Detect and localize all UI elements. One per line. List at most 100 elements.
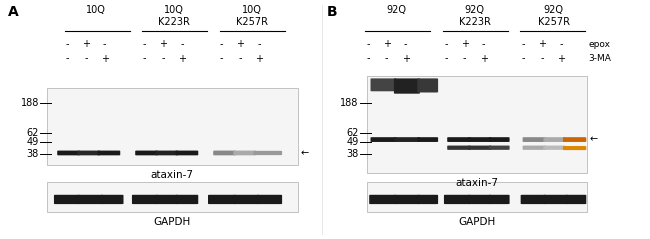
Bar	[367, 76, 587, 173]
Text: 49: 49	[27, 137, 39, 147]
Text: +: +	[383, 39, 391, 49]
FancyBboxPatch shape	[176, 195, 198, 204]
Text: -: -	[540, 54, 544, 64]
Text: +: +	[538, 39, 546, 49]
FancyBboxPatch shape	[543, 195, 568, 204]
Text: ←: ←	[300, 148, 309, 158]
FancyBboxPatch shape	[77, 151, 100, 155]
Text: +: +	[557, 54, 565, 64]
FancyBboxPatch shape	[468, 137, 491, 142]
Text: -: -	[366, 54, 370, 64]
Text: -: -	[482, 39, 486, 49]
FancyBboxPatch shape	[155, 195, 178, 204]
FancyBboxPatch shape	[155, 151, 178, 155]
Text: -: -	[366, 39, 370, 49]
FancyBboxPatch shape	[369, 195, 396, 204]
FancyBboxPatch shape	[132, 195, 158, 204]
Text: 188: 188	[341, 98, 359, 108]
Text: -: -	[220, 39, 224, 49]
FancyBboxPatch shape	[254, 151, 282, 155]
Text: GAPDH: GAPDH	[153, 217, 191, 228]
FancyBboxPatch shape	[417, 78, 438, 92]
FancyBboxPatch shape	[233, 195, 259, 204]
Bar	[47, 88, 298, 165]
Text: -: -	[180, 39, 184, 49]
FancyBboxPatch shape	[563, 146, 586, 150]
Bar	[47, 182, 298, 212]
FancyBboxPatch shape	[394, 78, 420, 94]
FancyBboxPatch shape	[370, 78, 396, 91]
Text: -: -	[142, 39, 146, 49]
Text: -: -	[257, 39, 261, 49]
Text: ataxin-7: ataxin-7	[456, 178, 499, 188]
Text: -: -	[444, 54, 448, 64]
Text: +: +	[82, 39, 90, 49]
FancyBboxPatch shape	[566, 195, 586, 204]
FancyBboxPatch shape	[394, 195, 420, 204]
FancyBboxPatch shape	[468, 146, 491, 150]
FancyBboxPatch shape	[135, 151, 158, 155]
FancyBboxPatch shape	[57, 151, 80, 155]
Text: B: B	[326, 5, 337, 19]
Text: -: -	[559, 39, 563, 49]
FancyBboxPatch shape	[370, 137, 396, 142]
Text: -: -	[521, 39, 525, 49]
Text: -: -	[463, 54, 467, 64]
Text: 10Q: 10Q	[86, 5, 106, 15]
Text: -: -	[239, 54, 242, 64]
FancyBboxPatch shape	[543, 137, 566, 142]
Text: -: -	[521, 54, 525, 64]
Text: 38: 38	[346, 149, 359, 159]
Text: +: +	[402, 54, 410, 64]
FancyBboxPatch shape	[98, 151, 120, 155]
FancyBboxPatch shape	[444, 195, 471, 204]
FancyBboxPatch shape	[77, 195, 103, 204]
FancyBboxPatch shape	[208, 195, 236, 204]
Text: -: -	[65, 54, 69, 64]
Text: +: +	[461, 39, 469, 49]
FancyBboxPatch shape	[468, 195, 491, 204]
Text: 62: 62	[27, 128, 39, 138]
Text: -: -	[103, 39, 107, 49]
FancyBboxPatch shape	[257, 195, 282, 204]
Text: 92Q
K223R: 92Q K223R	[458, 5, 491, 27]
Text: +: +	[178, 54, 186, 64]
Text: 92Q: 92Q	[387, 5, 406, 15]
Text: +: +	[101, 54, 109, 64]
Text: -: -	[84, 54, 88, 64]
FancyBboxPatch shape	[213, 151, 236, 155]
Text: -: -	[385, 54, 389, 64]
FancyBboxPatch shape	[521, 195, 546, 204]
Text: 92Q
K257R: 92Q K257R	[538, 5, 570, 27]
FancyBboxPatch shape	[417, 195, 438, 204]
Text: 62: 62	[346, 128, 359, 138]
FancyBboxPatch shape	[543, 146, 566, 150]
FancyBboxPatch shape	[394, 137, 420, 142]
Text: GAPDH: GAPDH	[458, 217, 496, 228]
FancyBboxPatch shape	[54, 195, 80, 204]
FancyBboxPatch shape	[176, 151, 198, 155]
Text: +: +	[480, 54, 488, 64]
FancyBboxPatch shape	[417, 137, 438, 142]
Text: -: -	[404, 39, 408, 49]
FancyBboxPatch shape	[489, 137, 510, 142]
FancyBboxPatch shape	[447, 137, 471, 142]
Text: -: -	[65, 39, 69, 49]
FancyBboxPatch shape	[233, 151, 256, 155]
FancyBboxPatch shape	[447, 146, 471, 150]
Text: 49: 49	[346, 137, 359, 147]
FancyBboxPatch shape	[523, 137, 546, 142]
Text: epox: epox	[588, 40, 610, 49]
Text: ataxin-7: ataxin-7	[151, 170, 194, 180]
Text: -: -	[142, 54, 146, 64]
Bar	[367, 182, 587, 212]
FancyBboxPatch shape	[489, 146, 510, 150]
Text: 3-MA: 3-MA	[588, 54, 611, 63]
Text: +: +	[159, 39, 167, 49]
Text: +: +	[255, 54, 263, 64]
FancyBboxPatch shape	[563, 137, 586, 142]
FancyBboxPatch shape	[523, 146, 546, 150]
Text: +: +	[237, 39, 244, 49]
Text: ←: ←	[590, 135, 598, 145]
Text: 188: 188	[21, 98, 39, 108]
